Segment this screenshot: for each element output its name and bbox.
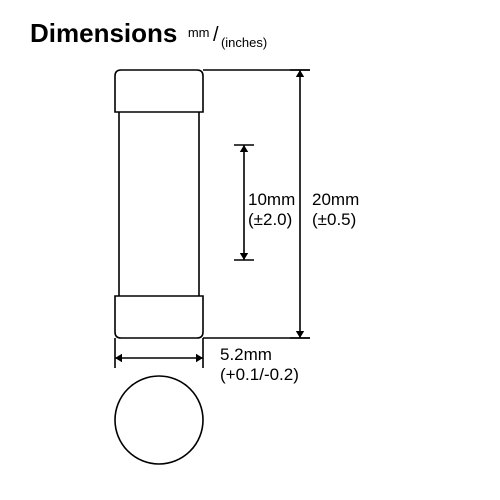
dimension-diagram: 20mm(±0.5) 10mm(±2.0) 5.2mm(+0.1/-0.2): [0, 0, 500, 500]
svg-text:(±0.5): (±0.5): [312, 210, 356, 229]
svg-text:10mm: 10mm: [248, 190, 295, 209]
svg-text:20mm: 20mm: [312, 190, 359, 209]
svg-text:(+0.1/-0.2): (+0.1/-0.2): [220, 365, 299, 384]
svg-text:(±2.0): (±2.0): [248, 210, 292, 229]
svg-text:5.2mm: 5.2mm: [220, 345, 272, 364]
